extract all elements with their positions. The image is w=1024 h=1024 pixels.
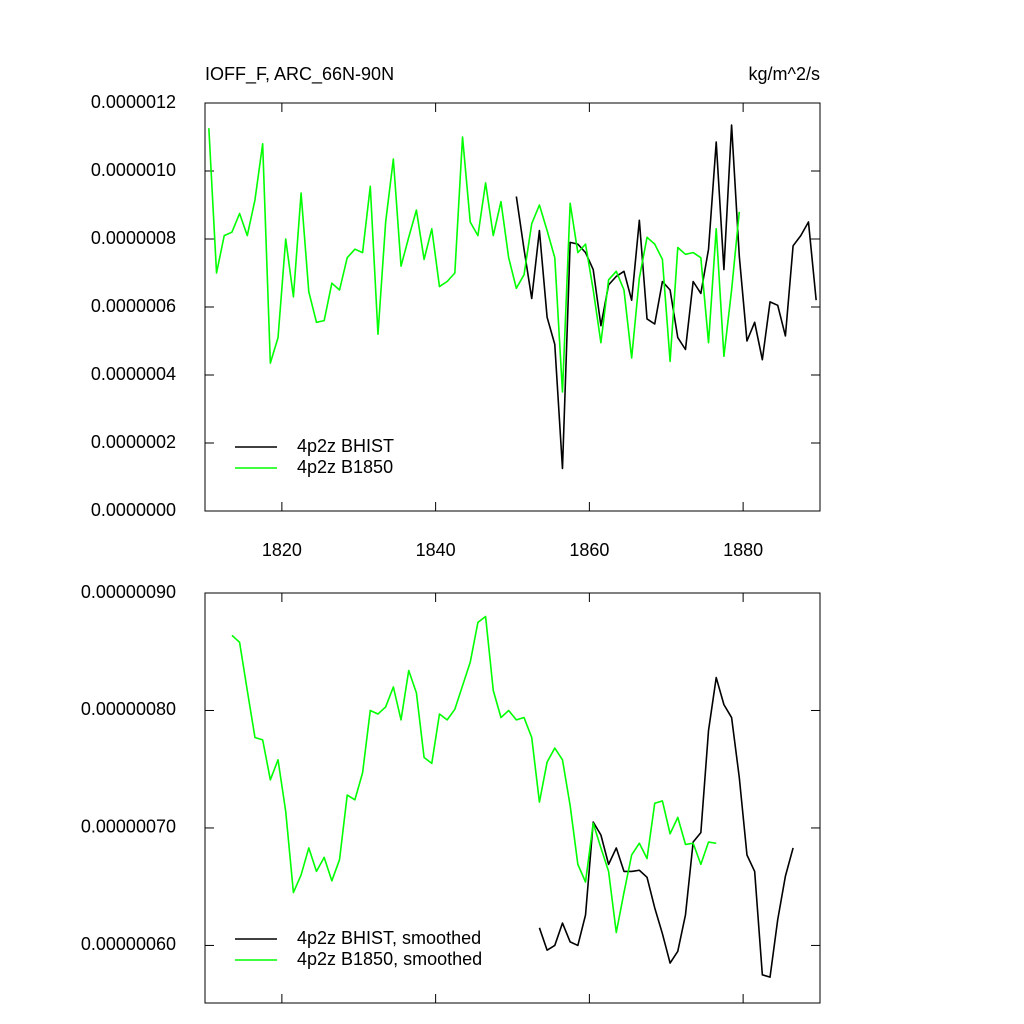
x-tick-label: 1880 [723,540,763,560]
chart-title: IOFF_F, ARC_66N-90N [205,64,394,85]
y-tick-label: 0.0000008 [91,228,176,248]
y-tick-label: 0.00000060 [81,934,176,954]
plot-frame [204,592,821,1004]
legend-label: 4p2z B1850 [297,457,393,477]
units-label: kg/m^2/s [749,64,820,84]
legend-label: 4p2z BHIST, smoothed [297,928,481,948]
y-tick-label: 0.0000006 [91,296,176,316]
y-tick-label: 0.0000004 [91,364,176,384]
y-tick-label: 0.0000010 [91,160,176,180]
legend-label: 4p2z BHIST [297,436,394,456]
y-tick-label: 0.0000002 [91,432,176,452]
x-tick-label: 1860 [569,540,609,560]
y-tick-label: 0.0000000 [91,500,176,520]
series-line [515,124,817,470]
y-tick-label: 0.00000090 [81,582,176,602]
x-tick-label: 1820 [262,540,302,560]
legend-label: 4p2z B1850, smoothed [297,949,482,969]
series-line [231,615,717,934]
y-tick-label: 0.00000070 [81,817,176,837]
y-tick-label: 0.0000012 [91,92,176,112]
series-line [208,128,741,393]
x-tick-label: 1840 [416,540,456,560]
series-line [538,676,794,978]
y-tick-label: 0.00000080 [81,699,176,719]
